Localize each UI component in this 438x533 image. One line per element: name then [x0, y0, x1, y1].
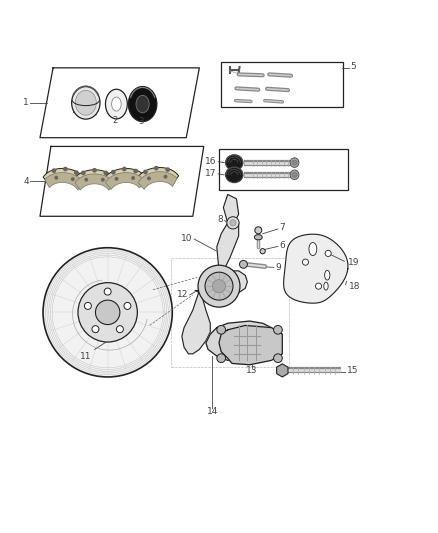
Text: 1: 1: [23, 98, 29, 107]
Circle shape: [112, 171, 115, 174]
Circle shape: [95, 300, 120, 325]
Polygon shape: [43, 168, 86, 188]
Polygon shape: [106, 173, 145, 190]
Circle shape: [117, 326, 124, 333]
Text: 14: 14: [207, 407, 218, 416]
Circle shape: [144, 171, 147, 174]
Circle shape: [198, 265, 240, 307]
Ellipse shape: [72, 86, 100, 119]
Circle shape: [217, 326, 226, 334]
Text: 3: 3: [138, 117, 144, 126]
Circle shape: [55, 176, 57, 179]
Circle shape: [230, 220, 236, 226]
Text: 16: 16: [205, 157, 217, 166]
Ellipse shape: [112, 97, 121, 111]
Circle shape: [82, 171, 85, 175]
Polygon shape: [75, 174, 114, 190]
Circle shape: [255, 227, 262, 234]
Polygon shape: [217, 221, 239, 271]
Circle shape: [92, 326, 99, 333]
Circle shape: [292, 160, 297, 165]
Text: 8: 8: [218, 215, 223, 224]
Polygon shape: [219, 326, 283, 365]
Polygon shape: [136, 167, 179, 188]
Ellipse shape: [75, 90, 96, 115]
Polygon shape: [40, 68, 199, 138]
Circle shape: [104, 288, 111, 295]
Circle shape: [274, 354, 283, 362]
Circle shape: [102, 179, 104, 181]
Ellipse shape: [290, 158, 299, 167]
Polygon shape: [103, 168, 146, 188]
Circle shape: [302, 259, 308, 265]
Ellipse shape: [324, 282, 328, 290]
Circle shape: [78, 282, 138, 342]
Circle shape: [164, 175, 167, 178]
Ellipse shape: [226, 167, 243, 183]
Circle shape: [85, 302, 92, 310]
Text: 4: 4: [24, 177, 29, 186]
Circle shape: [155, 166, 158, 170]
Text: 12: 12: [177, 290, 188, 300]
Text: 11: 11: [80, 351, 92, 360]
Circle shape: [64, 167, 67, 171]
Ellipse shape: [226, 155, 243, 171]
Circle shape: [148, 177, 150, 180]
Ellipse shape: [106, 89, 127, 119]
Circle shape: [115, 177, 118, 180]
Circle shape: [93, 168, 96, 172]
Polygon shape: [40, 147, 204, 216]
Circle shape: [212, 280, 226, 293]
Polygon shape: [182, 290, 210, 354]
Circle shape: [292, 172, 297, 177]
Circle shape: [205, 272, 233, 300]
Circle shape: [134, 169, 137, 173]
Circle shape: [74, 171, 78, 174]
Bar: [221, 62, 343, 107]
Circle shape: [85, 179, 88, 181]
Text: 13: 13: [246, 366, 258, 375]
Text: 5: 5: [350, 62, 356, 71]
Circle shape: [240, 261, 247, 268]
Text: 15: 15: [347, 366, 358, 375]
Ellipse shape: [309, 243, 317, 256]
Ellipse shape: [136, 95, 149, 113]
Polygon shape: [223, 195, 239, 223]
Text: 17: 17: [205, 169, 217, 179]
Polygon shape: [284, 234, 348, 303]
Text: 7: 7: [279, 223, 285, 232]
Polygon shape: [45, 173, 84, 190]
Text: 18: 18: [349, 281, 360, 290]
Text: 19: 19: [348, 257, 359, 266]
Circle shape: [227, 217, 239, 229]
Polygon shape: [138, 172, 177, 189]
Ellipse shape: [254, 235, 262, 240]
Circle shape: [217, 354, 226, 362]
Polygon shape: [195, 271, 247, 299]
Circle shape: [104, 171, 107, 175]
Polygon shape: [73, 170, 116, 189]
Circle shape: [325, 251, 331, 256]
Ellipse shape: [325, 270, 330, 280]
Circle shape: [52, 169, 56, 172]
Text: 6: 6: [279, 241, 285, 250]
Text: 9: 9: [275, 263, 281, 272]
Ellipse shape: [290, 170, 299, 180]
Bar: [219, 149, 348, 190]
Polygon shape: [206, 321, 280, 362]
Circle shape: [43, 248, 172, 377]
Circle shape: [166, 168, 170, 171]
Ellipse shape: [128, 87, 157, 122]
Text: 10: 10: [181, 233, 193, 243]
Circle shape: [124, 302, 131, 310]
Circle shape: [274, 326, 283, 334]
Circle shape: [260, 248, 265, 254]
Polygon shape: [277, 364, 288, 377]
Circle shape: [71, 178, 74, 180]
Circle shape: [123, 167, 126, 171]
Circle shape: [315, 283, 321, 289]
Text: 2: 2: [113, 116, 118, 125]
Circle shape: [132, 177, 134, 179]
